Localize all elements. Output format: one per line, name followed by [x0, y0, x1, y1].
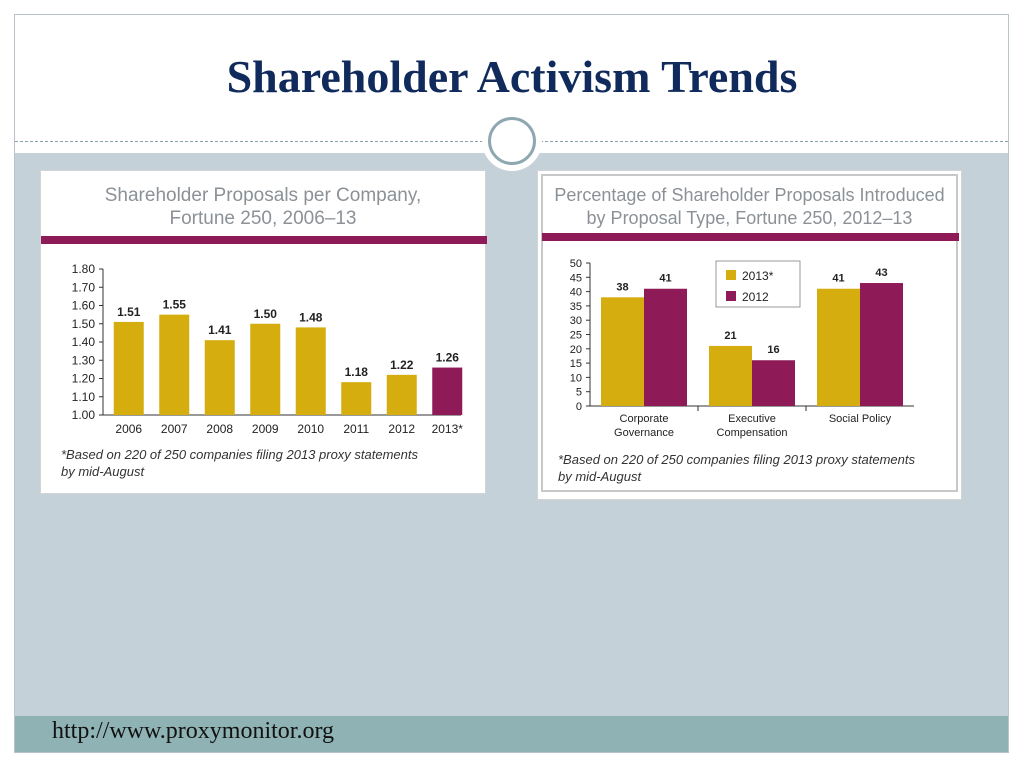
left-bar-data-label: 1.48 [299, 310, 323, 324]
left-y-tick-label: 1.50 [72, 317, 96, 331]
right-x-tick-label: Compensation [717, 427, 788, 439]
right-bar-data-label: 41 [832, 273, 844, 285]
left-y-tick-label: 1.60 [72, 299, 96, 313]
left-x-tick-label: 2008 [206, 422, 233, 436]
left-bar-2006 [113, 321, 144, 415]
left-bar-2012 [386, 374, 417, 415]
left-x-tick-label: 2011 [343, 422, 369, 436]
left-bar-2010 [295, 327, 326, 415]
right-legend-label: 2013* [742, 269, 774, 283]
left-chart-title-line1: Shareholder Proposals per Company, [104, 185, 422, 206]
right-legend-swatch [726, 270, 736, 280]
right-y-tick-label: 35 [570, 301, 582, 313]
left-chart-title-rule [41, 236, 487, 244]
right-bar-data-label: 21 [724, 330, 736, 342]
right-chart-panel: Percentage of Shareholder Proposals Intr… [537, 170, 962, 500]
divider-ring-icon [488, 117, 536, 165]
right-chart-title-rule [542, 233, 959, 241]
right-y-tick-label: 45 [570, 272, 582, 284]
right-x-tick-label: Social Policy [829, 413, 892, 425]
right-bar-2012-1 [752, 360, 795, 406]
left-chart-footnote-line2: by mid-August [61, 464, 145, 479]
right-bar-2013-2 [817, 288, 860, 406]
right-y-tick-label: 0 [576, 401, 582, 413]
left-chart-panel: Shareholder Proposals per Company, Fortu… [40, 170, 487, 494]
right-x-tick-label: Governance [614, 427, 674, 439]
right-y-tick-label: 40 [570, 287, 582, 299]
right-x-tick-label: Executive [728, 413, 776, 425]
right-y-tick-label: 20 [570, 344, 582, 356]
right-bar-2013-1 [709, 345, 752, 406]
right-bar-data-label: 43 [875, 267, 887, 279]
left-bar-chart: 1.00 1.10 1.20 1.30 1.40 1.50 1.60 1.70 1.80 1.51… [72, 262, 464, 436]
left-bar-data-label: 1.26 [436, 351, 460, 365]
right-chart-frame [541, 174, 958, 492]
right-chart-footnote-line2: by mid-August [558, 469, 642, 484]
right-y-tick-label: 5 [576, 387, 582, 399]
left-y-tick-label: 1.80 [72, 262, 96, 276]
right-y-tick-label: 30 [570, 315, 582, 327]
right-y-tick-label: 10 [570, 372, 582, 384]
right-bar-2012-0 [644, 288, 687, 406]
right-bar-data-label: 16 [767, 344, 779, 356]
left-x-tick-label: 2007 [161, 422, 188, 436]
left-bar-2007 [159, 314, 190, 415]
right-bar-data-label: 38 [616, 281, 628, 293]
right-y-tick-label: 25 [570, 330, 582, 342]
left-bar-data-label: 1.51 [117, 305, 141, 319]
left-bar-data-label: 1.55 [163, 298, 187, 312]
right-bar-2012-2 [860, 283, 903, 406]
right-legend-swatch [726, 291, 736, 301]
left-y-tick-label: 1.30 [72, 353, 96, 367]
left-bar-2008 [204, 340, 235, 415]
slide-title: Shareholder Activism Trends [226, 51, 798, 102]
left-x-tick-label: 2006 [115, 422, 142, 436]
left-bar-data-label: 1.50 [254, 307, 278, 321]
left-x-tick-label: 2009 [252, 422, 279, 436]
left-chart-title-line2: Fortune 250, 2006–13 [169, 208, 357, 229]
right-chart-footnote-line1: *Based on 220 of 250 companies filing 20… [558, 452, 916, 467]
right-chart-title-line1: Percentage of Shareholder Proposals Intr… [554, 185, 945, 205]
left-y-tick-label: 1.40 [72, 335, 96, 349]
footer-bar [15, 716, 1008, 752]
right-chart-title-line2: by Proposal Type, Fortune 250, 2012–13 [586, 208, 913, 228]
left-y-tick-label: 1.20 [72, 372, 96, 386]
left-y-tick-label: 1.70 [72, 280, 96, 294]
right-legend-label: 2012 [742, 290, 769, 304]
right-bar-2013-0 [601, 297, 644, 406]
left-y-tick-label: 1.00 [72, 408, 96, 422]
left-bar-data-label: 1.41 [208, 323, 232, 337]
right-x-tick-label: Corporate [620, 413, 669, 425]
left-x-tick-label: 2010 [297, 422, 324, 436]
left-y-tick-label: 1.10 [72, 390, 96, 404]
left-x-tick-label: 2013* [432, 422, 464, 436]
left-bar-data-label: 1.22 [390, 358, 414, 372]
right-y-tick-label: 50 [570, 258, 582, 270]
right-grouped-bar-chart: 0 5 10 15 20 25 30 35 40 45 50 38 41 Corporate Governa… [570, 258, 914, 439]
left-bar-2009 [250, 323, 281, 415]
left-bar-2013 [432, 367, 463, 415]
left-chart-footnote-line1: *Based on 220 of 250 companies filing 20… [61, 447, 419, 462]
footer-link[interactable]: http://www.proxymonitor.org [52, 718, 334, 744]
left-bar-2011 [341, 382, 372, 415]
right-bar-data-label: 41 [659, 273, 671, 285]
left-x-tick-label: 2012 [388, 422, 415, 436]
right-y-tick-label: 15 [570, 358, 582, 370]
left-bar-data-label: 1.18 [345, 365, 369, 379]
